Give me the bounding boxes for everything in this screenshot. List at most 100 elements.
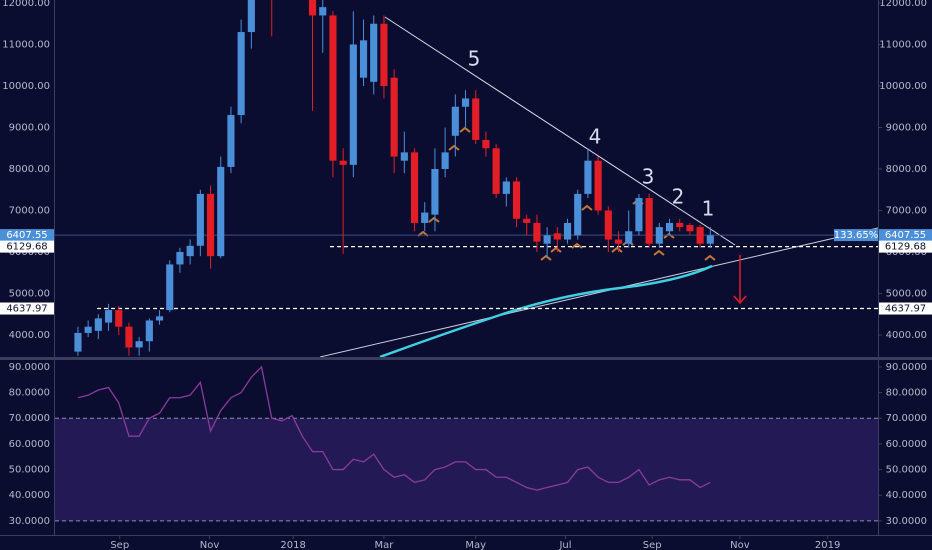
candle-body: [145, 320, 153, 342]
target-arrow: [733, 255, 747, 305]
price-label: 6129.68: [885, 242, 926, 253]
candle-body: [584, 160, 592, 194]
candle-body: [186, 245, 194, 257]
candle-body: [410, 152, 419, 223]
candle-body: [400, 152, 408, 161]
rsi-tick-label: 80.0000: [886, 388, 927, 399]
y-tick-label: 7000.00: [9, 205, 50, 216]
ascending-trendline: [319, 227, 878, 357]
candle-body: [115, 310, 123, 327]
price-label-box: [0, 302, 54, 315]
candle-body: [135, 341, 143, 348]
candle-body: [665, 222, 674, 232]
candle-body: [104, 310, 113, 323]
y-tick-label: 10000.00: [2, 81, 50, 92]
candle-body: [359, 40, 368, 78]
candle-body: [706, 235, 714, 244]
candle-body: [166, 264, 174, 311]
candle-body: [421, 212, 429, 223]
candle-body: [604, 210, 612, 240]
candle-body: [492, 148, 500, 194]
price-label-box: [879, 302, 932, 315]
candle-body: [227, 115, 235, 167]
y-tick-label: 9000.00: [886, 122, 927, 133]
candle-body: [217, 166, 225, 257]
rsi-tick-label: 60.0000: [886, 439, 927, 450]
candle-body: [553, 233, 561, 240]
y-tick-label: 12000.00: [2, 0, 50, 9]
rsi-tick-label: 50.0000: [886, 465, 927, 476]
moving-average: [379, 264, 713, 357]
candle-body: [461, 98, 470, 107]
rsi-tick-label: 90.0000: [9, 362, 50, 373]
rsi-pane: [55, 365, 878, 522]
rsi-line: [77, 365, 711, 491]
descending-trendline: [384, 16, 736, 246]
candle-body: [533, 222, 541, 242]
candle-body: [237, 32, 245, 116]
candle-body: [329, 15, 337, 161]
x-tick-label: Sep: [110, 540, 129, 550]
candle-body: [502, 181, 510, 194]
candle-body: [390, 77, 398, 157]
candle-body: [625, 231, 633, 244]
candle-body: [563, 222, 572, 240]
y-tick-label: 4000.00: [9, 330, 50, 341]
candle-body: [472, 98, 480, 140]
candle-body: [543, 235, 551, 244]
candle-body: [74, 332, 82, 352]
y-tick-label: 4000.00: [886, 330, 927, 341]
rsi-tick-label: 70.0000: [886, 413, 927, 424]
y-tick-label: 5000.00: [9, 289, 50, 300]
candle-body: [84, 326, 92, 333]
rsi-tick-label: 50.0000: [9, 465, 50, 476]
rsi-tick-label: 80.0000: [9, 388, 50, 399]
rsi-tick-label: 90.0000: [886, 362, 927, 373]
candle-body: [451, 106, 459, 136]
rsi-tick-label: 40.0000: [886, 490, 927, 501]
price-label: 4637.97: [885, 304, 926, 315]
price-label: 4637.97: [6, 304, 47, 315]
y-tick-label: 10000.00: [879, 81, 927, 92]
candle-body: [441, 152, 449, 169]
x-tick-label: Mar: [374, 540, 394, 550]
rsi-tick-label: 40.0000: [9, 490, 50, 501]
candle-body: [655, 227, 663, 244]
x-tick-label: Nov: [200, 540, 220, 550]
measure-label: 133.65%: [834, 230, 879, 241]
candle-body: [574, 193, 582, 236]
y-tick-label: 9000.00: [9, 122, 50, 133]
candle-body: [614, 239, 623, 244]
candle-body: [319, 7, 327, 16]
candle-body: [635, 198, 643, 232]
y-tick-label: 5000.00: [886, 289, 927, 300]
candle-body: [676, 222, 684, 228]
candle-body: [370, 23, 378, 82]
candle-body: [380, 23, 388, 86]
candle-body: [512, 181, 521, 219]
wave-label: 1: [702, 197, 715, 221]
candle-body: [523, 218, 531, 223]
measure-label-box: [834, 229, 878, 242]
wave-label: 2: [672, 185, 685, 209]
x-tick-label: 2019: [815, 540, 840, 550]
rsi-tick-label: 70.0000: [9, 413, 50, 424]
x-tick-label: May: [465, 540, 486, 550]
rsi-tick-label: 30.0000: [9, 516, 50, 527]
rsi-tick-label: 30.0000: [886, 516, 927, 527]
candle-body: [206, 193, 215, 257]
x-tick-label: Sep: [643, 540, 662, 550]
candle-body: [155, 316, 164, 321]
candle-body: [696, 227, 704, 244]
candle-body: [482, 139, 490, 149]
price-label-box: [879, 229, 932, 242]
wave-label: 5: [468, 47, 481, 71]
candle-body: [196, 193, 204, 246]
y-tick-label: 7000.00: [886, 205, 927, 216]
candle-body: [645, 198, 653, 244]
price-label: 6407.55: [885, 230, 926, 241]
price-label: 6407.55: [6, 230, 47, 241]
candle-body: [94, 318, 102, 331]
y-tick-label: 11000.00: [879, 39, 927, 50]
